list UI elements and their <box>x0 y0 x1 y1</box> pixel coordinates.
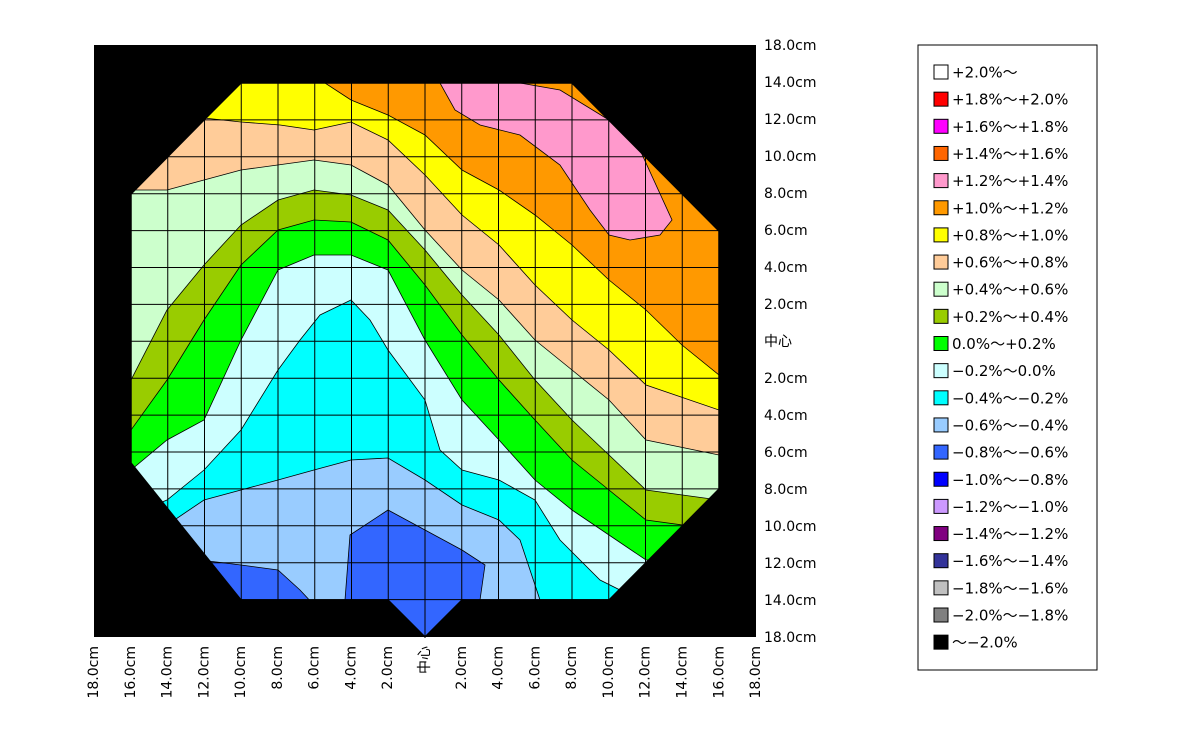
x-tick-label: 2.0cm <box>454 646 470 690</box>
legend-swatch <box>933 254 949 270</box>
x-tick-label: 18.0cm <box>748 646 764 699</box>
legend-label: +1.2%～+1.4% <box>952 172 1068 190</box>
x-tick-label: 12.0cm <box>196 646 212 699</box>
legend-swatch <box>933 227 949 243</box>
x-tick-label: 10.0cm <box>233 646 249 699</box>
x-tick-label: 中心 <box>417 646 433 674</box>
x-tick-label: 8.0cm <box>270 646 286 690</box>
legend-swatch <box>933 118 949 134</box>
y-tick-label: 4.0cm <box>764 408 808 424</box>
y-tick-label: 中心 <box>764 334 792 350</box>
legend-label: −1.2%～−1.0% <box>952 498 1068 516</box>
legend-box <box>917 44 1098 671</box>
legend-label: +0.2%～+0.4% <box>952 308 1068 326</box>
x-tick-label: 16.0cm <box>711 646 727 699</box>
y-tick-label: 2.0cm <box>764 297 808 313</box>
legend-label: 0.0%～+0.2% <box>952 335 1056 353</box>
contour-map <box>131 83 719 637</box>
x-tick-label: 4.0cm <box>491 646 507 690</box>
map-outline <box>130 82 720 639</box>
y-tick-label: 6.0cm <box>764 223 808 239</box>
legend-swatch <box>933 526 949 542</box>
legend-swatch <box>933 580 949 596</box>
legend-swatch <box>933 308 949 324</box>
legend-label: −1.6%～−1.4% <box>952 552 1068 570</box>
y-tick-label: 12.0cm <box>764 556 817 572</box>
x-tick-label: 2.0cm <box>380 646 396 690</box>
legend-swatch <box>933 444 949 460</box>
legend-swatch <box>933 281 949 297</box>
legend-swatch <box>933 498 949 514</box>
y-tick-label: 10.0cm <box>764 519 817 535</box>
legend-label: +1.0%～+1.2% <box>952 199 1068 217</box>
contour-region <box>131 457 541 637</box>
legend: +2.0%～ +1.8%～+2.0% +1.6%～+1.8% +1.4%～+1.6% +… <box>933 64 1068 652</box>
x-tick-label: 18.0cm <box>86 646 102 699</box>
legend-swatch <box>933 64 949 80</box>
x-tick-label: 8.0cm <box>564 646 580 690</box>
legend-label: −2.0%～−1.8% <box>952 607 1068 625</box>
legend-swatch <box>933 553 949 569</box>
legend-label: ～−2.0% <box>952 634 1018 652</box>
y-tick-label: 14.0cm <box>764 593 817 609</box>
legend-label: −0.2%～0.0% <box>952 362 1056 380</box>
legend-swatch <box>933 363 949 379</box>
y-tick-label: 18.0cm <box>764 630 817 646</box>
x-tick-label: 16.0cm <box>123 646 139 699</box>
x-tick-label: 10.0cm <box>601 646 617 699</box>
legend-label: +0.8%～+1.0% <box>952 226 1068 244</box>
legend-swatch <box>933 607 949 623</box>
legend-swatch <box>933 336 949 351</box>
legend-swatch <box>933 417 949 433</box>
legend-swatch <box>933 634 949 650</box>
x-tick-label: 6.0cm <box>307 646 323 690</box>
y-tick-label: 8.0cm <box>764 482 808 498</box>
legend-label: −1.8%～−1.6% <box>952 579 1068 597</box>
y-tick-label: 14.0cm <box>764 75 817 91</box>
y-tick-label: 4.0cm <box>764 260 808 276</box>
x-tick-label: 6.0cm <box>527 646 543 690</box>
y-tick-label: 2.0cm <box>764 371 808 387</box>
legend-label: −1.4%～−1.2% <box>952 525 1068 543</box>
legend-label: +1.4%～+1.6% <box>952 145 1068 163</box>
legend-swatch <box>933 200 949 216</box>
legend-swatch <box>933 390 949 406</box>
legend-label: +0.6%～+0.8% <box>952 254 1068 272</box>
y-tick-label: 8.0cm <box>764 186 808 202</box>
y-tick-label: 12.0cm <box>764 112 817 128</box>
legend-label: +0.4%～+0.6% <box>952 281 1068 299</box>
legend-swatch <box>933 145 949 161</box>
legend-label: +1.6%～+1.8% <box>952 118 1068 136</box>
legend-label: +2.0%～ <box>952 64 1018 82</box>
legend-swatch <box>933 173 949 189</box>
legend-swatch <box>933 91 949 107</box>
legend-swatch <box>933 471 949 487</box>
legend-label: −0.8%～−0.6% <box>952 444 1068 462</box>
y-tick-label: 18.0cm <box>764 38 817 54</box>
legend-label: −0.6%～−0.4% <box>952 416 1068 434</box>
legend-label: +1.8%～+2.0% <box>952 91 1068 109</box>
legend-label: −0.4%～−0.2% <box>952 389 1068 407</box>
x-tick-label: 14.0cm <box>674 646 690 699</box>
x-tick-label: 4.0cm <box>343 646 359 690</box>
y-tick-label: 6.0cm <box>764 445 808 461</box>
x-tick-label: 12.0cm <box>638 646 654 699</box>
legend-label: −1.0%～−0.8% <box>952 471 1068 489</box>
y-tick-label: 10.0cm <box>764 149 817 165</box>
x-tick-label: 14.0cm <box>160 646 176 699</box>
